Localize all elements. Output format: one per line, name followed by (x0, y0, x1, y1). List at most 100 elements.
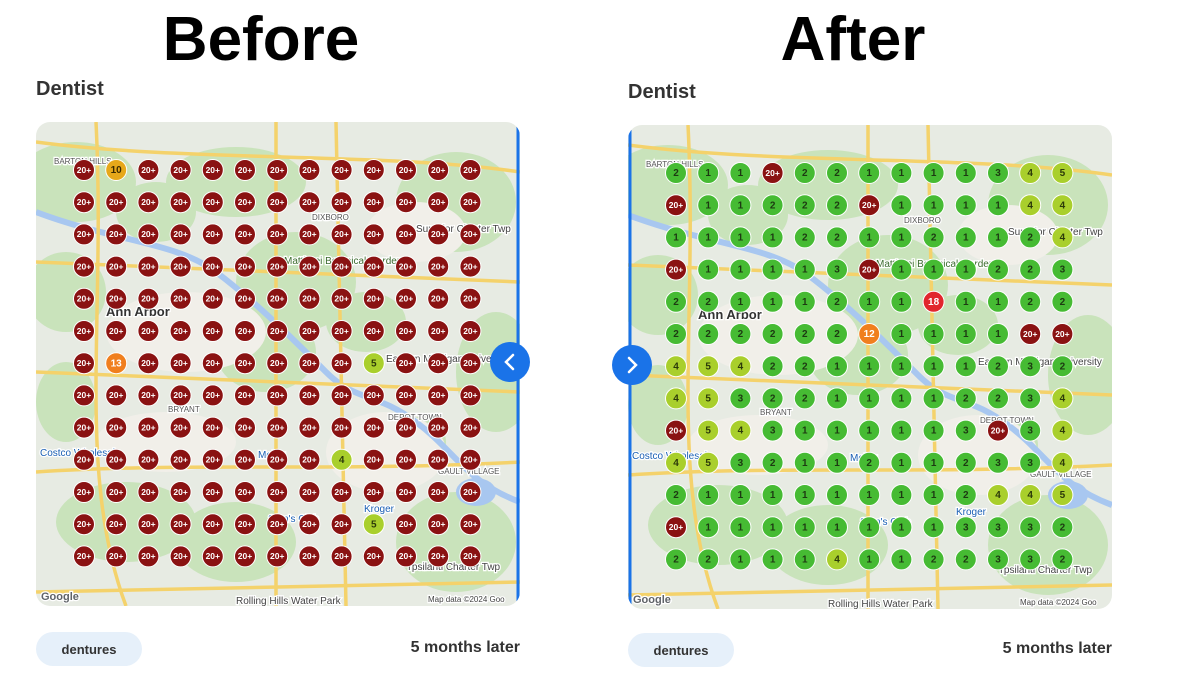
rank-value: 20+ (334, 422, 348, 432)
rank-value: 4 (673, 361, 679, 372)
rank-pin (234, 513, 256, 536)
rank-pin (858, 548, 881, 571)
rank-value: 20+ (77, 294, 91, 304)
map-label: Google (41, 591, 79, 603)
rank-value: 2 (802, 329, 808, 340)
rank-pin (954, 194, 977, 217)
rank-pin (761, 451, 784, 474)
rank-value: 1 (963, 361, 969, 372)
rank-pin (362, 416, 385, 439)
rank-value: 20+ (77, 551, 91, 561)
rank-pin (459, 287, 482, 310)
rank-pin (137, 513, 160, 536)
rank-value: 1 (834, 522, 840, 533)
rank-pin (697, 258, 720, 281)
rank-value: 1 (899, 426, 905, 437)
rank-value: 4 (1027, 200, 1033, 211)
rank-pin (459, 545, 482, 568)
rank-pin (1051, 419, 1074, 442)
rank-pin (987, 516, 1009, 539)
rank-value: 20+ (334, 229, 348, 239)
rank-value: 4 (339, 455, 345, 466)
rank-value: 20+ (399, 422, 413, 432)
map-layer: Ann ArborSuperior Charter TwpMatthaei Bo… (628, 125, 1112, 609)
rank-pin (330, 255, 353, 278)
rank-pin (459, 448, 482, 471)
rank-value: 1 (931, 426, 937, 437)
rank-pin (330, 287, 353, 310)
rank-pin (459, 191, 482, 214)
rank-pin (201, 513, 224, 536)
rank-pin (826, 516, 848, 539)
rank-pin (298, 191, 321, 214)
panel-toggle[interactable] (612, 345, 652, 385)
map-label: Kroger (956, 507, 987, 518)
rank-pin (330, 384, 353, 407)
rank-value: 20+ (463, 165, 477, 175)
rank-value: 2 (963, 458, 969, 469)
map-label: Map data ©2024 Goo (1020, 598, 1097, 607)
rank-value: 4 (1060, 458, 1066, 469)
rank-pin (890, 419, 913, 442)
rank-value: 5 (705, 426, 711, 437)
rank-pin (793, 258, 816, 281)
rank-pin (987, 548, 1009, 571)
rank-pin (427, 352, 450, 375)
rank-value: 20+ (334, 326, 348, 336)
rank-value: 20+ (109, 455, 123, 465)
rank-value: 2 (995, 265, 1001, 276)
rank-value: 20+ (77, 261, 91, 271)
rank-pin (858, 355, 881, 378)
rank-pin (729, 484, 752, 506)
rank-value: 4 (995, 490, 1001, 501)
timeframe: 5 months later (1002, 640, 1112, 657)
rank-pin (1051, 355, 1074, 378)
park-area (988, 495, 1108, 595)
rank-value: 20+ (109, 487, 123, 497)
rank-value: 1 (899, 297, 905, 308)
rank-value: 1 (931, 168, 937, 179)
rank-value: 20+ (173, 229, 187, 239)
rank-value: 5 (371, 519, 377, 530)
rank-value: 1 (963, 168, 969, 179)
rank-pin (298, 513, 321, 536)
rank-value: 2 (1060, 522, 1066, 533)
rank-value: 20+ (334, 294, 348, 304)
before-panel: Before Dentist Ann ArborSuperior Charter T… (36, 0, 596, 675)
rank-value: 4 (1060, 200, 1066, 211)
rank-value: 20+ (399, 551, 413, 561)
rank-pin (459, 513, 482, 536)
rank-pin (793, 451, 816, 474)
rank-pin (761, 355, 784, 378)
rank-value: 5 (705, 458, 711, 469)
rank-value: 20+ (463, 261, 477, 271)
panel-toggle[interactable] (490, 342, 530, 382)
rank-pin (665, 548, 687, 571)
rank-value: 20+ (270, 455, 284, 465)
rank-pin (362, 448, 385, 471)
rank-pin (697, 484, 720, 506)
map-canvas: Ann ArborSuperior Charter TwpMatthaei Bo… (36, 122, 530, 606)
rank-pin (137, 159, 160, 181)
rank-pin (761, 419, 784, 442)
rank-value: 20+ (238, 390, 252, 400)
rank-value: 3 (963, 522, 969, 533)
rank-pin (1051, 226, 1074, 249)
rank-pin (890, 355, 913, 378)
rank-pin (427, 223, 450, 246)
keyword-pill: dentures (628, 633, 734, 667)
rank-pin (665, 162, 687, 184)
keyword-pill: dentures (36, 632, 142, 666)
rank-value: 1 (963, 297, 969, 308)
rank-pin (761, 226, 784, 249)
urban-area (96, 412, 236, 472)
rank-value: 1 (899, 522, 905, 533)
rank-value: 20+ (109, 519, 123, 529)
rank-pin (1019, 451, 1042, 474)
rank-pin (761, 548, 784, 571)
rank-pin (201, 287, 224, 310)
map-label: BRYANT (760, 408, 792, 417)
rank-pin (761, 290, 784, 313)
rank-value: 1 (931, 361, 937, 372)
rank-pin (362, 159, 385, 181)
